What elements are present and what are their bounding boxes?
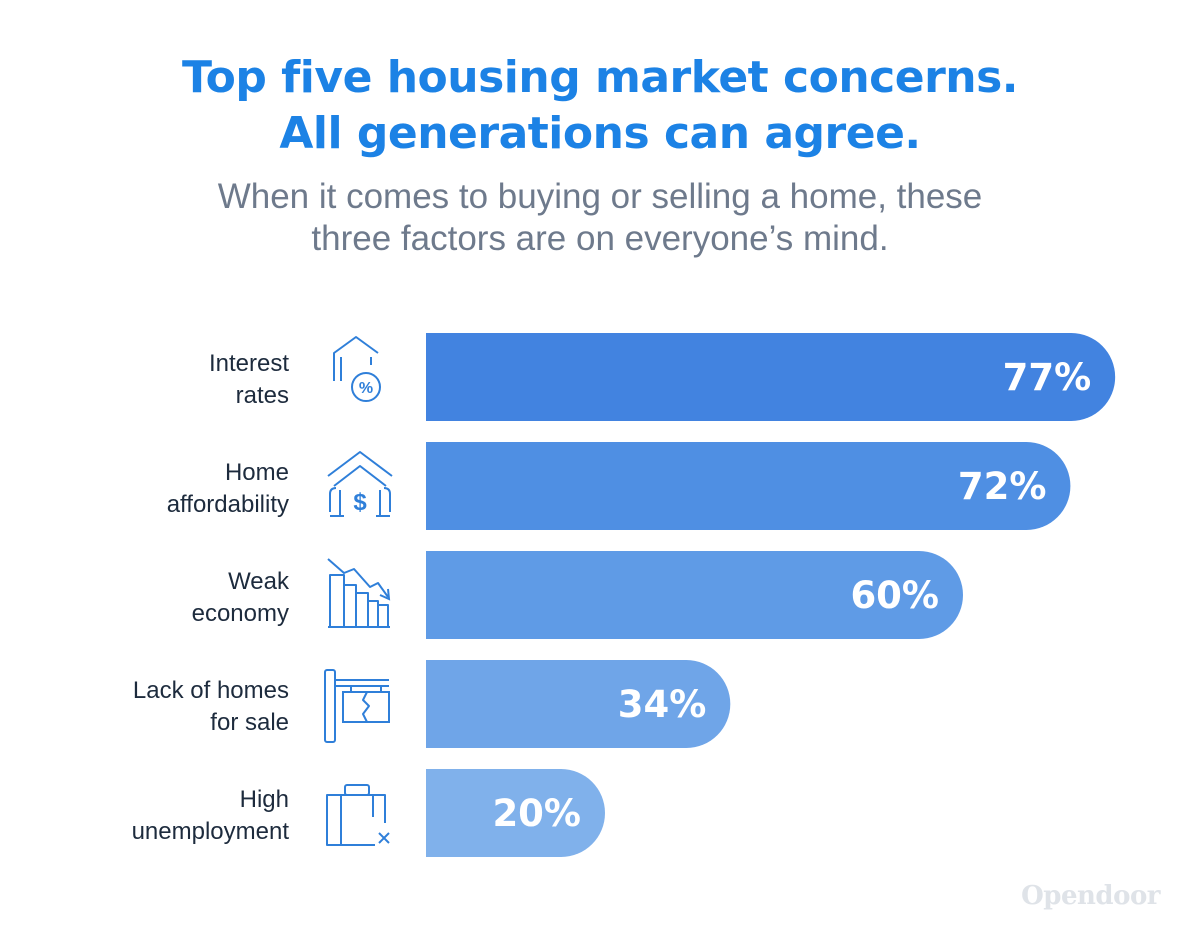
category-label: Weak economy [192,568,290,627]
bar-value-label: 20% [492,792,581,835]
subtitle-line-1: When it comes to buying or selling a hom… [217,177,983,216]
broken-sign-icon [324,669,390,743]
bar-value-label: 72% [958,465,1047,508]
bar-5 [426,769,605,857]
briefcase-x-icon [326,784,390,846]
bar-value-label: 77% [1003,356,1092,399]
chart-title: Top five housing market concerns. All ge… [0,50,1200,162]
title-line-2: All generations can agree. [279,108,921,159]
bar-3 [426,551,963,639]
bar-4 [426,660,731,748]
bar-value-label: 60% [850,574,939,617]
svg-text:$: $ [353,489,367,516]
category-label: Home affordability [167,459,289,518]
declining-chart-icon [327,558,391,628]
category-label: High unemployment [132,786,290,845]
subtitle-line-2: three factors are on everyone’s mind. [311,219,889,258]
bar-value-label: 34% [618,683,707,726]
bar-1 [426,333,1116,421]
category-label: Interest rates [209,350,289,409]
svg-text:%: % [359,380,373,397]
opendoor-logo: Opendoor [1021,881,1160,911]
house-dollar-icon: $ [327,451,393,517]
house-percent-icon: % [333,336,381,402]
category-label: Lack of homes for sale [133,677,289,736]
bar-2 [426,442,1071,530]
title-line-1: Top five housing market concerns. [181,52,1019,103]
chart-subtitle: When it comes to buying or selling a hom… [0,176,1200,260]
